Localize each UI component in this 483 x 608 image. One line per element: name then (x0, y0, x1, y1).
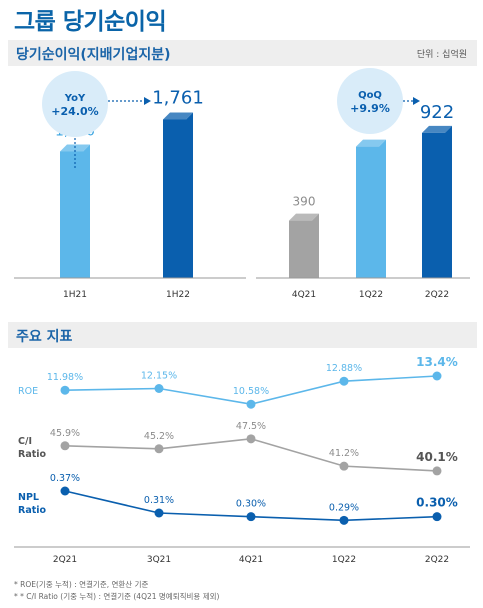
qoq-bubble-value: +9.9% (350, 102, 390, 115)
roe-point-4Q21 (246, 399, 256, 409)
x-label-1Q22: 1Q22 (359, 290, 383, 300)
line-x-label-4Q21: 4Q21 (239, 555, 263, 565)
npl-ratio-label-3Q21: 0.31% (144, 495, 174, 506)
bar-2Q22 (422, 125, 452, 279)
page-title: 그룹 당기순이익 (14, 9, 167, 35)
roe-label-1Q22: 12.88% (326, 363, 362, 374)
yoy-bubble-title: YoY (64, 93, 86, 104)
value-label-4Q21: 390 (293, 195, 316, 209)
line-x-label-1Q22: 1Q22 (332, 555, 356, 565)
footnote-roe: * ROE(기중 누적) : 연결기준, 연환산 기준 (14, 580, 149, 589)
bar-1H21 (60, 144, 90, 278)
yoy-bubble (42, 71, 108, 137)
npl-ratio-point-3Q21 (154, 508, 164, 518)
net-income-section-title: 당기순이익(지배기업지분) (16, 47, 171, 63)
x-label-2Q22: 2Q22 (425, 290, 449, 300)
roe-point-1Q22 (339, 376, 349, 386)
roe-label-3Q21: 12.15% (141, 371, 177, 382)
x-label-1H21: 1H21 (63, 290, 87, 300)
roe-point-3Q21 (154, 384, 164, 393)
line-x-label-2Q21: 2Q21 (53, 555, 77, 565)
ci-ratio-point-3Q21 (154, 444, 164, 454)
ci-ratio-point-2Q22 (432, 466, 442, 476)
roe-label-2Q22: 13.4% (416, 355, 458, 369)
ci-ratio-label-2Q21: 45.9% (50, 428, 80, 439)
key-indicators-header: 주요 지표 (8, 322, 477, 348)
bar-4Q21 (289, 213, 319, 278)
yoy-arrow-head (144, 97, 151, 105)
bar-4Q21-top (289, 213, 319, 221)
npl-ratio-label-2Q22: 0.30% (416, 496, 458, 510)
series-label-npl-1: NPL (18, 492, 39, 503)
ci-ratio-label-3Q21: 45.2% (144, 431, 174, 442)
series-label-npl-2: Ratio (18, 505, 47, 516)
bar-1H21-top (60, 144, 90, 152)
ci-ratio-point-1Q22 (339, 461, 349, 471)
bar-1Q22 (356, 139, 386, 278)
roe-label-2Q21: 11.98% (47, 372, 83, 383)
bar-2Q22-top (422, 125, 452, 133)
npl-ratio-point-4Q21 (246, 512, 256, 522)
npl-ratio-label-1Q22: 0.29% (329, 502, 359, 513)
key-indicators-section-title: 주요 지표 (16, 329, 73, 345)
npl-ratio-point-2Q21 (60, 486, 70, 496)
x-label-1H22: 1H22 (166, 290, 190, 300)
npl-ratio-label-2Q21: 0.37% (50, 473, 80, 484)
roe-label-4Q21: 10.58% (233, 386, 269, 397)
net-income-header: 당기순이익(지배기업지분) 단위 : 십억원 (8, 40, 477, 66)
npl-ratio-point-2Q22 (432, 512, 442, 522)
roe-point-2Q22 (432, 371, 442, 381)
value-label-1H22: 1,761 (152, 87, 204, 108)
ci-ratio-label-4Q21: 47.5% (236, 421, 266, 432)
ci-ratio-point-2Q21 (60, 441, 70, 451)
line-x-label-3Q21: 3Q21 (147, 555, 171, 565)
npl-ratio-point-1Q22 (339, 515, 349, 525)
npl-ratio-label-4Q21: 0.30% (236, 499, 266, 510)
ci-ratio-label-1Q22: 41.2% (329, 448, 359, 459)
series-label-roe: ROE (18, 386, 38, 397)
ci-ratio-line (64, 438, 438, 472)
line-x-label-2Q22: 2Q22 (425, 555, 449, 565)
series-label-ci-1: C/I (18, 436, 32, 447)
ci-ratio-point-4Q21 (246, 434, 256, 444)
qoq-bubble (337, 68, 403, 134)
unit-label: 단위 : 십억원 (416, 50, 467, 60)
bar-1Q22-top (356, 139, 386, 147)
ci-ratio-label-2Q22: 40.1% (416, 450, 458, 464)
qoq-arrow-head (413, 97, 420, 105)
footnote-ci: * * C/I Ratio (기중 누적) : 연결기준 (4Q21 명예퇴직비… (14, 592, 220, 601)
yoy-bubble-value: +24.0% (51, 105, 98, 118)
roe-point-2Q21 (60, 385, 70, 395)
qoq-bubble-title: QoQ (358, 90, 382, 101)
bar-1H22 (163, 112, 193, 278)
x-label-4Q21: 4Q21 (292, 290, 316, 300)
bar-1H22-top (163, 112, 193, 120)
series-label-ci-2: Ratio (18, 449, 47, 460)
value-label-2Q22: 922 (420, 102, 454, 123)
